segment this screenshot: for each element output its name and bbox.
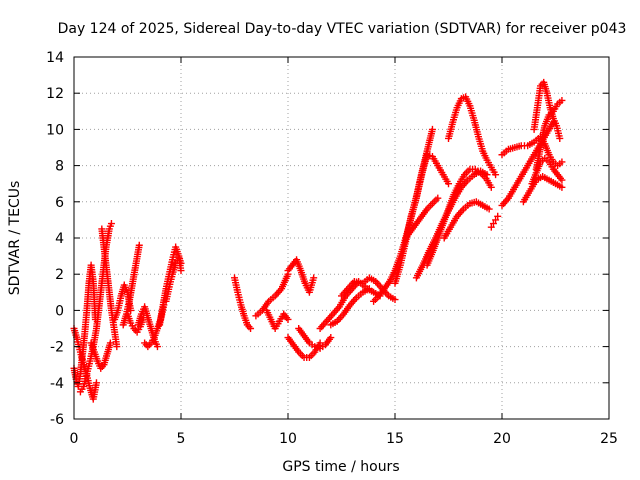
data-point <box>247 325 255 332</box>
data-point <box>428 125 436 133</box>
y-tick-label: 0 <box>55 303 64 319</box>
data-point <box>391 296 399 304</box>
series-arc-8 <box>124 310 148 336</box>
series-arc-20 <box>327 285 373 329</box>
series-arc-5 <box>87 339 114 372</box>
series-arc-11 <box>156 243 185 329</box>
series-arc-4 <box>98 225 121 351</box>
series-arc-18 <box>295 325 335 352</box>
y-tick-label: 4 <box>55 231 64 247</box>
series-arc-25 <box>402 194 442 242</box>
data-point <box>556 134 564 142</box>
series-arc-28 <box>440 198 493 242</box>
series-arc-33 <box>519 172 566 206</box>
series-arc-13 <box>231 274 255 332</box>
y-tick-label: -2 <box>50 340 64 356</box>
series-arc-14 <box>252 270 292 320</box>
chart-title: Day 124 of 2025, Sidereal Day-to-day VTE… <box>58 21 627 37</box>
y-tick-label: 2 <box>55 267 64 283</box>
gridlines <box>74 57 609 419</box>
data-point <box>483 171 491 179</box>
data-point <box>487 183 495 191</box>
data-point <box>153 343 161 351</box>
data-point <box>92 379 100 387</box>
data-point <box>492 216 500 224</box>
series-arc-15 <box>263 306 292 332</box>
series-arc-9 <box>134 303 161 351</box>
y-tick-label: -4 <box>50 376 64 392</box>
x-tick-label: 0 <box>70 431 79 447</box>
data-point <box>489 220 497 228</box>
series-arc-34 <box>530 78 564 142</box>
x-axis-label: GPS time / hours <box>282 459 399 475</box>
data-point <box>558 158 566 166</box>
series-arc-1 <box>70 261 99 390</box>
y-tick-label: 14 <box>46 50 64 66</box>
data-point <box>558 176 566 184</box>
tick-labels: 0 5 10 15 20 25 -6 -4 -2 0 2 4 6 8 10 12 14 <box>46 50 618 447</box>
y-axis-label: SDTVAR / TECUs <box>7 181 23 296</box>
data-point <box>177 267 185 275</box>
data-points <box>70 78 566 403</box>
data-point <box>135 241 143 249</box>
data-point <box>113 343 121 351</box>
data-point <box>127 306 135 314</box>
series-arc-29 <box>445 93 500 179</box>
x-tick-label: 5 <box>177 431 186 447</box>
series-arc-16 <box>284 256 318 296</box>
data-point <box>485 205 493 213</box>
series-arc-12 <box>162 254 185 305</box>
data-point <box>327 334 335 342</box>
series-arc-27 <box>412 167 491 282</box>
x-tick-label: 25 <box>600 431 618 447</box>
data-point <box>558 96 566 104</box>
x-tick-label: 10 <box>279 431 297 447</box>
y-tick-label: -6 <box>50 412 64 428</box>
data-point <box>284 315 292 323</box>
data-point <box>106 339 114 347</box>
data-point <box>558 183 566 191</box>
data-point <box>107 220 115 228</box>
series-arc-36 <box>537 133 566 170</box>
axis-ticks <box>73 56 610 420</box>
series-arc-19 <box>316 277 363 332</box>
series-arc-31 <box>498 133 545 159</box>
x-tick-label: 20 <box>493 431 511 447</box>
y-tick-label: 10 <box>46 122 64 138</box>
data-point <box>492 171 500 179</box>
series-arc-30 <box>487 212 502 231</box>
series-arc-23 <box>370 125 436 305</box>
y-tick-label: 8 <box>55 159 64 175</box>
data-point <box>434 194 442 202</box>
y-tick-label: 12 <box>46 86 64 102</box>
data-point <box>494 212 502 220</box>
data-point <box>487 223 495 231</box>
data-point <box>445 180 452 188</box>
y-tick-label: 6 <box>55 195 64 211</box>
series-arc-37 <box>528 154 566 188</box>
data-point <box>310 274 318 282</box>
x-tick-label: 15 <box>386 431 404 447</box>
